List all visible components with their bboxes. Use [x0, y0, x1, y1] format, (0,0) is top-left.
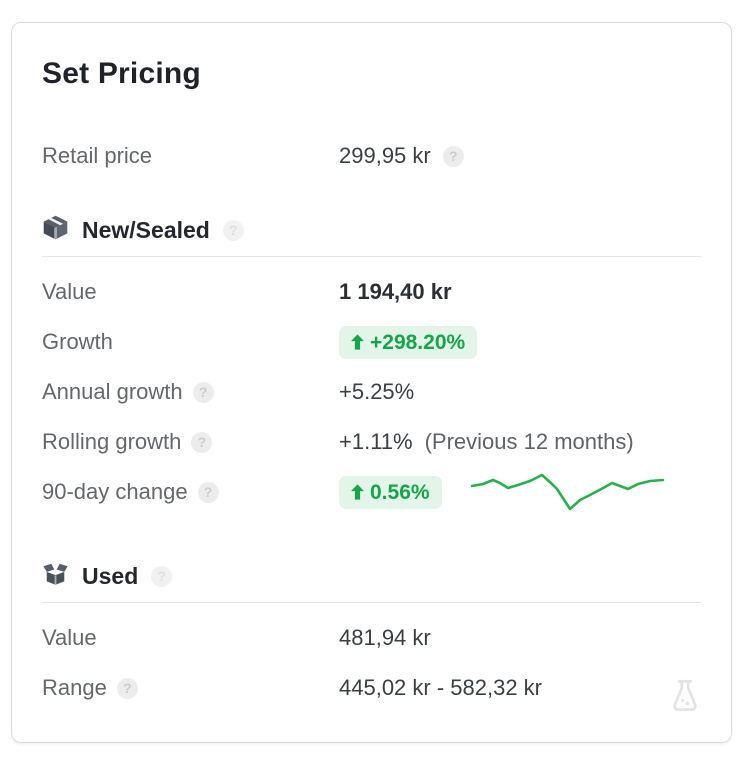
new-value: 1 194,40 kr	[339, 279, 452, 304]
rolling-growth-row: Rolling growth ? +1.11% (Previous 12 mon…	[42, 417, 701, 467]
used-range-label: Range	[42, 675, 107, 700]
help-icon[interactable]: ?	[151, 565, 173, 587]
used-value-label: Value	[42, 625, 97, 650]
help-icon[interactable]: ?	[222, 219, 244, 241]
growth-label: Growth	[42, 329, 113, 354]
section-used-title: Used	[82, 562, 139, 589]
set-pricing-card: Set Pricing Retail price 299,95 kr ? New…	[11, 22, 732, 743]
retail-price-value: 299,95 kr	[339, 143, 431, 168]
growth-badge: +298.20%	[339, 325, 478, 359]
section-used: Used ?	[42, 557, 701, 595]
sparkline-line	[470, 473, 664, 511]
open-box-icon	[42, 560, 69, 593]
price-sparkline-chart	[470, 473, 664, 511]
section-new-sealed-title: New/Sealed	[82, 216, 210, 243]
help-icon[interactable]: ?	[116, 677, 138, 699]
rolling-growth-note: (Previous 12 months)	[424, 429, 634, 454]
used-value: 481,94 kr	[339, 625, 431, 650]
arrow-up-icon	[351, 484, 364, 500]
page-title: Set Pricing	[42, 57, 201, 90]
closed-parcel-icon	[42, 214, 69, 247]
flask-icon	[669, 677, 701, 720]
change-90-day-row: 90-day change ? 0.56%	[42, 467, 701, 517]
help-icon[interactable]: ?	[192, 381, 214, 403]
used-range-value: 445,02 kr - 582,32 kr	[339, 675, 543, 700]
arrow-up-icon	[351, 334, 364, 350]
retail-price-label: Retail price	[42, 143, 153, 168]
retail-price-row: Retail price 299,95 kr ?	[42, 131, 701, 181]
annual-growth-value: +5.25%	[339, 379, 415, 404]
section-new-sealed: New/Sealed ?	[42, 211, 701, 249]
help-icon[interactable]: ?	[442, 145, 464, 167]
divider	[42, 256, 701, 257]
change-90-day-badge: 0.56%	[339, 475, 442, 509]
change-90-day-label: 90-day change	[42, 479, 188, 504]
help-icon[interactable]: ?	[197, 481, 219, 503]
used-range-row: Range ? 445,02 kr - 582,32 kr	[42, 663, 701, 713]
divider	[42, 602, 701, 603]
new-value-label: Value	[42, 279, 97, 304]
growth-row: Growth +298.20%	[42, 317, 701, 367]
rolling-growth-value: +1.11%	[339, 429, 413, 454]
new-value-row: Value 1 194,40 kr	[42, 267, 701, 317]
rolling-growth-label: Rolling growth	[42, 429, 182, 454]
used-value-row: Value 481,94 kr	[42, 613, 701, 663]
annual-growth-label: Annual growth	[42, 379, 183, 404]
annual-growth-row: Annual growth ? +5.25%	[42, 367, 701, 417]
help-icon[interactable]: ?	[191, 431, 213, 453]
